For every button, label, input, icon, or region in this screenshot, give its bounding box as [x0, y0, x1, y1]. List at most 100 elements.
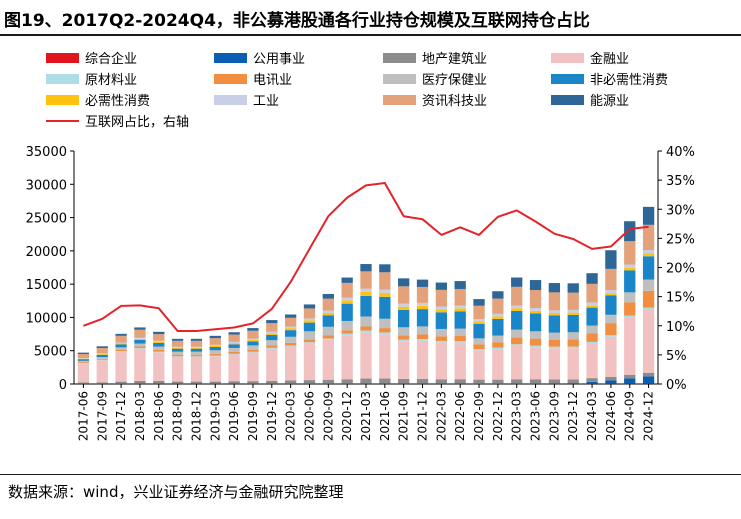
bar-segment: [454, 383, 466, 384]
legend-swatch: [46, 74, 79, 84]
bar-segment: [379, 318, 391, 329]
bar-segment: [586, 378, 598, 382]
bar-segment: [642, 279, 655, 291]
bar-segment: [247, 330, 259, 339]
bar-segment: [115, 381, 127, 384]
bar-segment: [341, 333, 353, 336]
bar-segment: [247, 328, 259, 331]
bar-segment: [360, 295, 372, 317]
y-left-tick-label: 0: [59, 378, 67, 393]
legend-label: 必需性消费: [85, 94, 150, 109]
line-series: [83, 182, 649, 332]
bar-segment: [360, 271, 372, 289]
bar-segment: [605, 336, 617, 377]
legend-label: 金融业: [590, 51, 629, 67]
bar-segment: [322, 335, 334, 339]
bar-segment: [398, 309, 410, 328]
bar-segment: [171, 338, 184, 341]
bar-segment: [548, 348, 561, 380]
bar-segment: [96, 354, 108, 355]
bar-segment: [624, 317, 636, 375]
bar-segment: [435, 383, 448, 384]
x-tick-label: 2023-12: [566, 391, 580, 441]
bar-segment: [398, 303, 410, 307]
bar-segment: [360, 332, 372, 379]
bar-segment: [266, 345, 278, 348]
bar-segment: [115, 333, 127, 336]
bar-segment: [642, 256, 655, 280]
bar-segment: [171, 340, 184, 347]
bar-segment: [511, 383, 523, 384]
legend-label: 互联网占比，右轴: [85, 115, 189, 130]
y-left-tick-label: 35000: [26, 145, 67, 160]
bar-segment: [115, 351, 127, 382]
bar-segment: [247, 345, 259, 350]
legend-swatch: [214, 53, 247, 63]
bar-segment: [379, 378, 391, 384]
bar-segment: [454, 305, 466, 309]
bar-segment: [96, 353, 108, 355]
bar-segment: [511, 329, 523, 338]
bar-segment: [209, 346, 221, 351]
bar-segment: [398, 286, 410, 304]
bar-segment: [605, 314, 617, 324]
bar-segment: [341, 277, 353, 283]
x-tick-label: 2018-06: [152, 391, 166, 441]
y-left-tick-label: 30000: [26, 178, 67, 193]
bar-segment: [567, 383, 579, 384]
x-tick-label: 2017-06: [76, 391, 90, 441]
legend-swatch: [551, 74, 584, 84]
bar-segment: [322, 379, 334, 384]
bar-segment: [115, 351, 127, 352]
bar-segment: [398, 278, 410, 287]
bar-segment: [171, 356, 184, 357]
y-left-tick-label: 25000: [26, 212, 67, 227]
bar-segment: [96, 382, 108, 384]
bar-segment: [398, 341, 410, 379]
bar-segment: [379, 264, 391, 273]
bar-segment: [605, 335, 617, 337]
bar-segment: [624, 378, 636, 384]
bar-segment: [529, 331, 542, 339]
bar-segment: [435, 340, 448, 343]
bar-segment: [171, 346, 184, 348]
y-right-tick-label: 35%: [666, 174, 695, 189]
bar-segment: [435, 342, 448, 380]
bar-segment: [96, 358, 108, 360]
x-tick-label: 2020-03: [284, 391, 298, 441]
x-tick-label: 2022-12: [491, 391, 505, 441]
x-tick-label: 2017-09: [95, 391, 109, 441]
bar-segment: [379, 328, 391, 333]
bar-segment: [153, 352, 165, 381]
bar-segment: [228, 353, 240, 355]
bar-segment: [642, 253, 655, 257]
bar-segment: [360, 326, 372, 331]
legend-label: 综合企业: [85, 51, 137, 67]
bar-segment: [322, 339, 334, 380]
bar-segment: [416, 383, 429, 384]
legend-swatch: [46, 53, 79, 63]
x-tick-label: 2022-03: [434, 391, 448, 441]
y-right-tick-label: 25%: [666, 232, 695, 247]
bar-segment: [586, 305, 598, 308]
chart-title: 图19、2017Q2-2024Q4，非公募港股通各行业持仓规模及互联网持仓占比: [4, 11, 590, 31]
bar-segment: [360, 330, 372, 333]
bar-segment: [548, 315, 561, 333]
bar-segment: [454, 289, 466, 306]
bar-segment: [341, 320, 353, 331]
bar-segment: [134, 343, 146, 347]
bar-segment: [322, 338, 334, 340]
bar-segment: [398, 339, 410, 342]
bar-segment: [341, 330, 353, 334]
y-left-tick-label: 15000: [26, 278, 67, 293]
bar-segment: [416, 286, 429, 303]
bar-segment: [605, 376, 617, 381]
bar-segment: [529, 338, 542, 346]
bar-segment: [435, 312, 448, 329]
bar-segment: [171, 356, 184, 382]
bar-segment: [284, 342, 297, 346]
y-right-tick-label: 5%: [666, 349, 687, 364]
bar-segment: [171, 347, 184, 349]
bar-segment: [416, 279, 429, 287]
bar-segment: [153, 334, 165, 341]
